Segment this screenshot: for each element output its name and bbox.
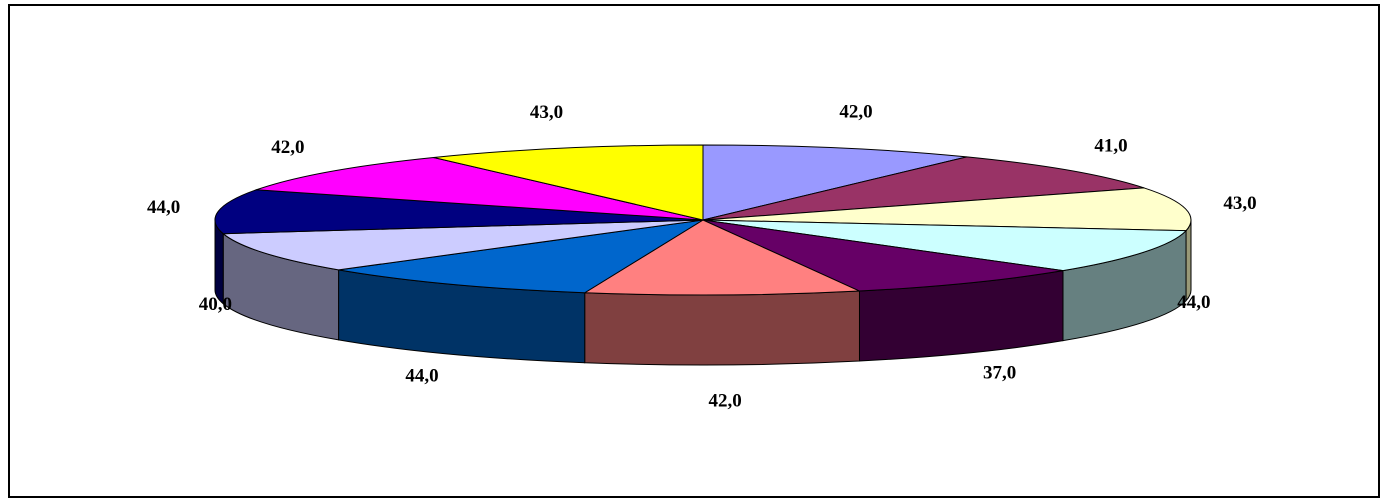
pie-slice-1 xyxy=(702,144,967,221)
pie-slice-3 xyxy=(702,187,1192,232)
data-label-7: 44,0 xyxy=(405,366,438,387)
data-label-6: 42,0 xyxy=(709,390,742,411)
pie-slice-4 xyxy=(702,219,1188,272)
pie-slice-8 xyxy=(221,219,704,271)
pie-slice-2 xyxy=(702,156,1145,221)
data-label-5: 37,0 xyxy=(983,362,1016,383)
data-label-2: 41,0 xyxy=(1094,135,1127,156)
pie-slice-6 xyxy=(583,219,860,296)
pie-slice-side-3 xyxy=(1185,219,1192,302)
pie-slice-7 xyxy=(338,219,704,294)
data-label-1: 42,0 xyxy=(839,102,872,123)
pie-slice-side-6 xyxy=(584,290,860,366)
pie-slice-5 xyxy=(702,219,1064,292)
data-label-8: 40,0 xyxy=(199,294,232,315)
data-label-9: 44,0 xyxy=(147,197,180,218)
data-label-4: 44,0 xyxy=(1177,292,1210,313)
pie-slice-11 xyxy=(433,144,704,221)
pie-slice-9 xyxy=(214,189,704,235)
pie-slice-10 xyxy=(256,156,704,221)
data-label-11: 43,0 xyxy=(530,102,563,123)
data-label-3: 43,0 xyxy=(1223,193,1256,214)
data-label-10: 42,0 xyxy=(271,137,304,158)
